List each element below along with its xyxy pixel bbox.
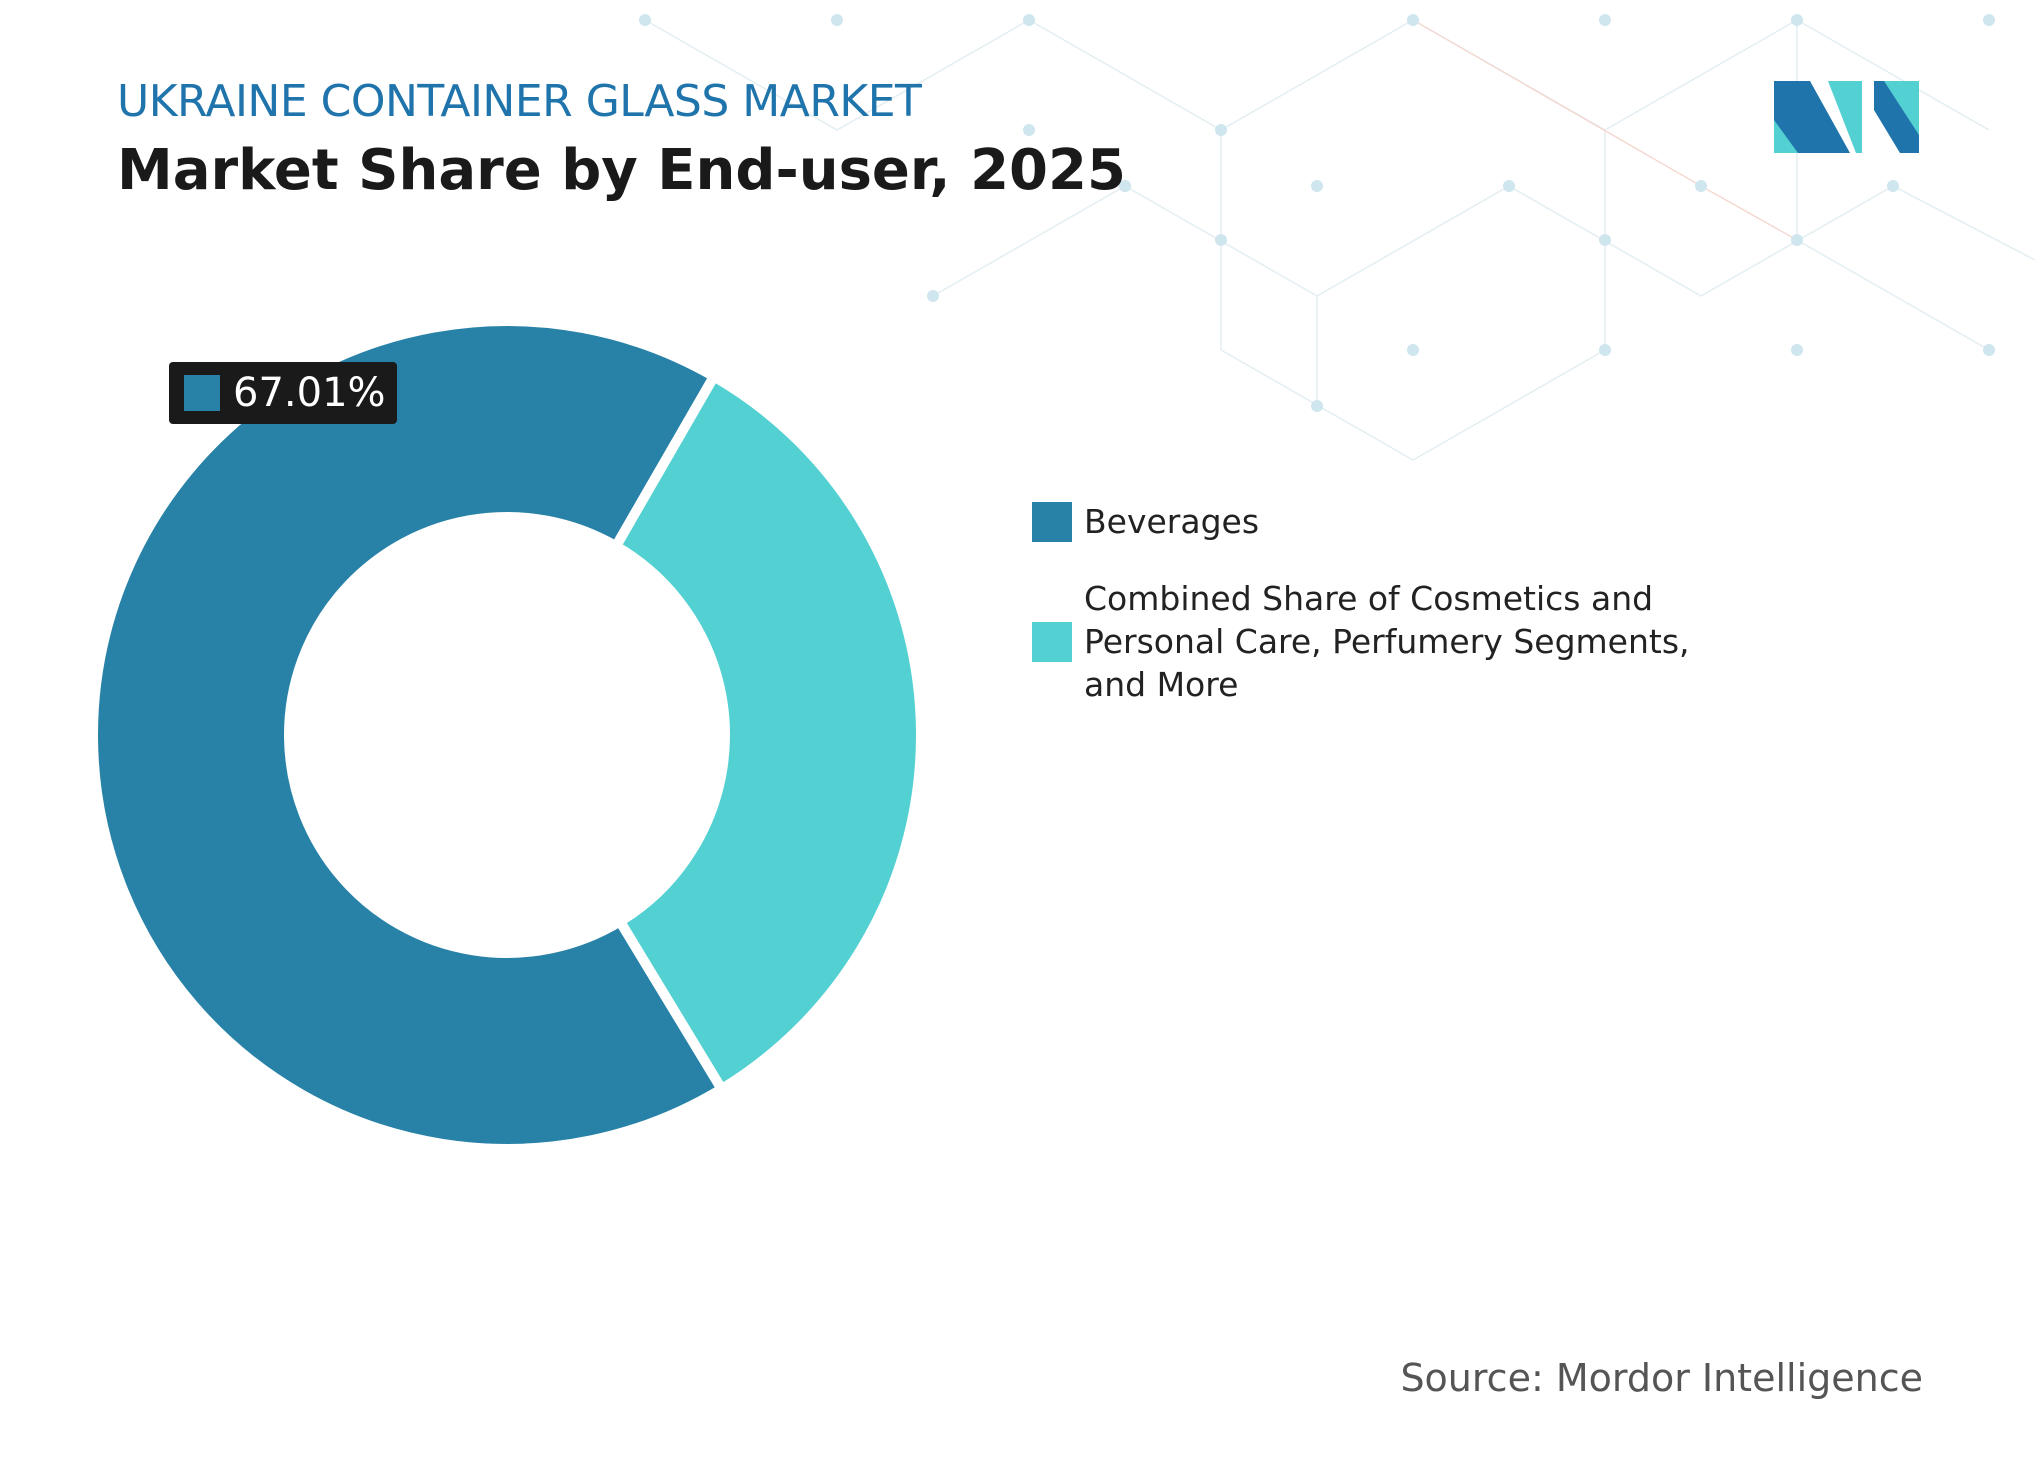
legend-item: Beverages	[1032, 500, 1732, 543]
kicker: UKRAINE CONTAINER GLASS MARKET	[117, 76, 922, 127]
donut: 67.01%	[88, 316, 926, 1154]
legend: Beverages Combined Share of Cosmetics and…	[1032, 500, 1732, 740]
donut-slice	[609, 369, 926, 1096]
data-label-box	[169, 362, 397, 424]
donut-slice	[88, 316, 729, 1154]
data-label-swatch	[184, 375, 220, 411]
legend-item: Combined Share of Cosmetics and Personal…	[1032, 577, 1732, 706]
network-dots	[639, 14, 1995, 412]
data-label: 67.01%	[169, 362, 397, 424]
legend-label: Combined Share of Cosmetics and Personal…	[1084, 579, 1690, 704]
source: Source: Mordor Intelligence	[1400, 1356, 1923, 1400]
data-label-text: 67.01%	[233, 370, 386, 416]
logo	[1774, 81, 1919, 153]
chart-title: Market Share by End-user, 2025	[117, 138, 1126, 203]
legend-swatch	[1032, 501, 1072, 542]
legend-swatch	[1032, 621, 1072, 662]
legend-label: Beverages	[1084, 502, 1260, 541]
